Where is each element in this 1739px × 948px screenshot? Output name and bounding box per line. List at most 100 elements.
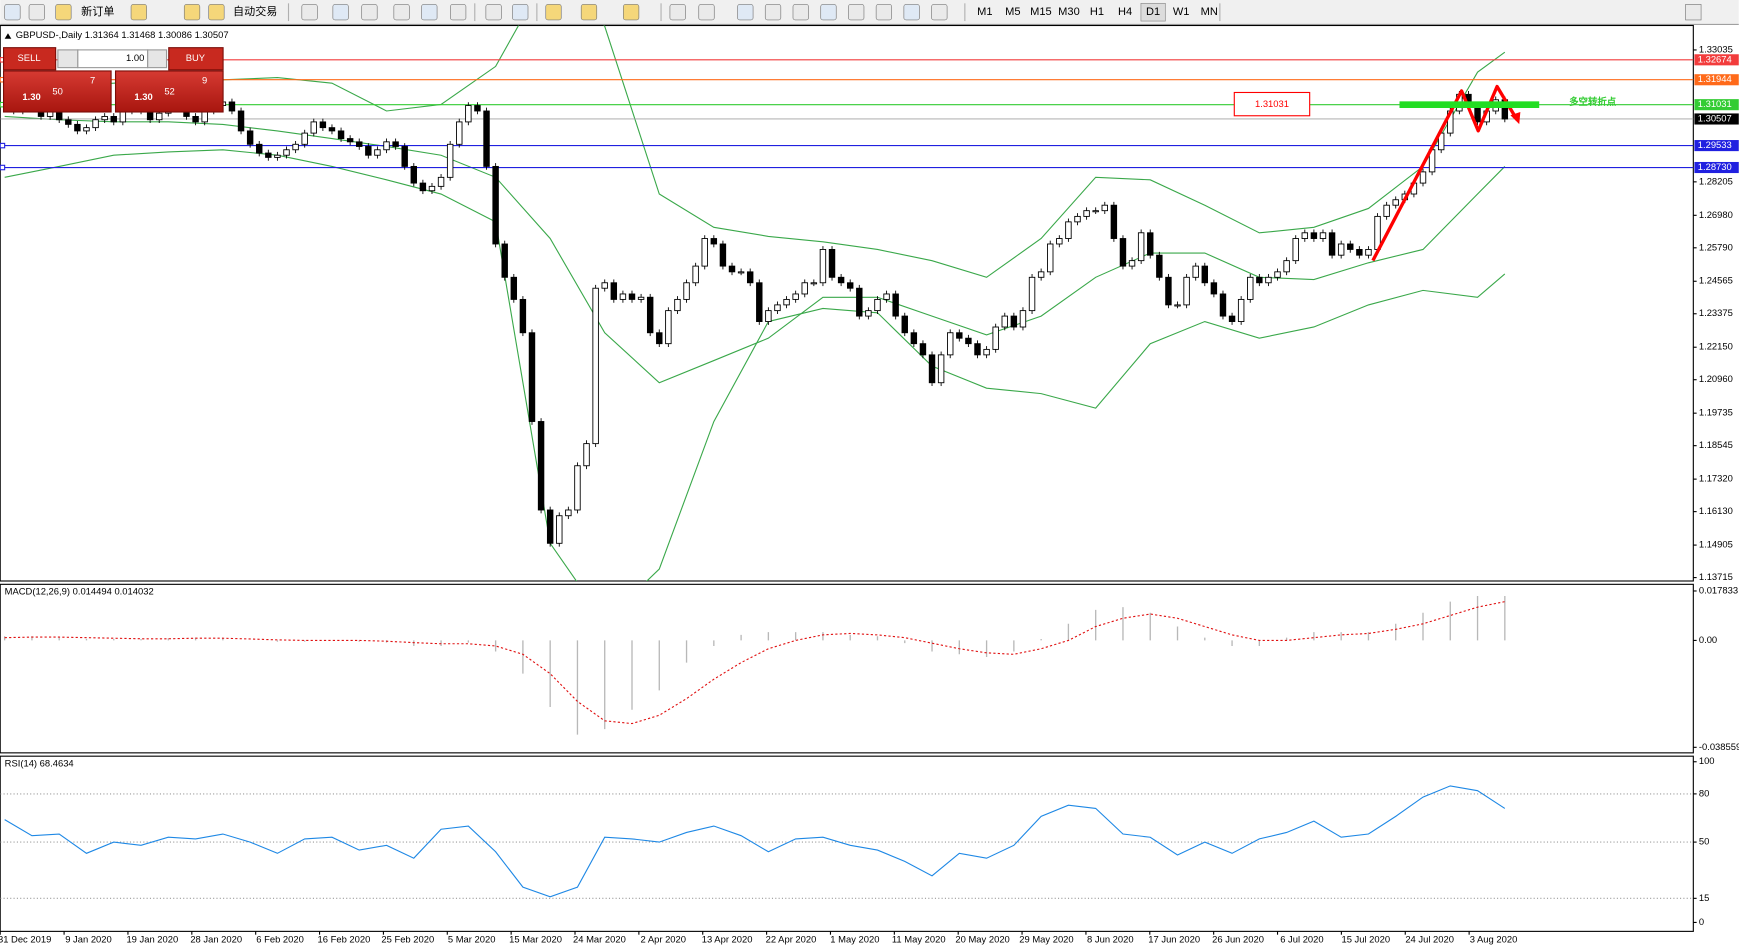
toolbar-button[interactable] <box>580 4 598 21</box>
lot-down[interactable] <box>57 49 79 69</box>
annotation-price: 1.31031 <box>1255 98 1289 109</box>
timeframe-button[interactable]: D1 <box>1146 6 1160 18</box>
candle <box>865 310 872 317</box>
candle <box>610 282 618 300</box>
candle <box>637 296 645 300</box>
x-tick-label: 28 Jan 2020 <box>190 934 242 945</box>
sell-button[interactable] <box>2 47 57 71</box>
toolbar-button[interactable] <box>698 4 715 21</box>
candle <box>765 310 772 322</box>
price-button[interactable] <box>2 70 112 113</box>
toolbar-button[interactable] <box>512 4 529 21</box>
toolbar-button[interactable] <box>421 4 438 21</box>
timeframe-button[interactable]: M1 <box>977 6 992 18</box>
new-order-button[interactable]: 新订单 <box>81 4 114 18</box>
overlay: 1.31031 多空转折点 SELL 1.00 BUY 1.30 50 7 1.30 52 9 <box>2 47 1617 117</box>
x-tick-label: 6 Jul 2020 <box>1280 934 1323 945</box>
candle <box>410 165 418 184</box>
candle <box>1383 204 1390 217</box>
price-button[interactable] <box>114 70 224 113</box>
toolbar-button[interactable] <box>28 4 45 21</box>
candle <box>983 348 990 356</box>
candle <box>1110 204 1118 239</box>
candle <box>1019 310 1027 328</box>
x-tick-label: 16 Feb 2020 <box>318 934 371 945</box>
candle <box>601 282 608 289</box>
timeframe-button[interactable]: W1 <box>1173 6 1190 18</box>
timeframe-button[interactable]: H1 <box>1090 6 1104 18</box>
toolbar-button[interactable] <box>931 4 948 21</box>
timeframe-button[interactable]: MN <box>1201 6 1218 18</box>
toolbar-button[interactable] <box>820 4 837 21</box>
candle <box>274 154 281 158</box>
timeframe-button[interactable]: M5 <box>1005 6 1020 18</box>
candle <box>492 165 499 245</box>
toolbar-button[interactable] <box>623 4 640 21</box>
candle <box>392 141 399 147</box>
window-button[interactable] <box>1685 4 1702 21</box>
chart-info: GBPUSD-,Daily 1.31364 1.31468 1.30086 1.… <box>16 29 229 40</box>
candle <box>565 509 572 517</box>
x-tick-label: 19 Jan 2020 <box>126 934 178 945</box>
y-tick-label: 80 <box>1699 787 1709 798</box>
y-tick-label: 1.19735 <box>1699 407 1733 418</box>
toolbar-button[interactable] <box>545 4 562 21</box>
y-tick-label: 0.017833 <box>1699 584 1738 595</box>
macd-signal <box>4 601 1505 725</box>
toolbar-button[interactable] <box>332 4 349 21</box>
toolbar-button[interactable] <box>875 4 893 21</box>
timeframe-button[interactable]: M30 <box>1058 6 1080 18</box>
candle <box>246 130 254 145</box>
x-tick-label: 15 Mar 2020 <box>509 934 562 945</box>
candle <box>501 243 508 278</box>
toolbar-button[interactable] <box>208 4 225 21</box>
buy-button[interactable] <box>168 47 224 71</box>
candle <box>619 293 627 300</box>
y-tick-label: 1.20960 <box>1699 373 1733 384</box>
toolbar-button[interactable] <box>764 4 782 21</box>
x-tick-label: 20 May 2020 <box>955 934 1009 945</box>
x-tick-label: 1 May 2020 <box>830 934 879 945</box>
candle <box>1356 249 1363 256</box>
toolbar-button[interactable] <box>903 4 920 21</box>
toolbar-button[interactable] <box>130 4 147 21</box>
auto-trading-button[interactable]: 自动交易 <box>233 4 277 18</box>
toolbar-button[interactable] <box>301 4 318 21</box>
candle <box>656 332 663 345</box>
y-tick-label: 15 <box>1699 892 1709 903</box>
candle <box>337 130 345 140</box>
candle <box>792 293 799 300</box>
toolbar-button[interactable] <box>4 4 21 21</box>
toolbar-button[interactable] <box>848 4 865 21</box>
candle <box>365 146 372 156</box>
y-tick-label: 100 <box>1699 755 1715 766</box>
rsi-line <box>4 785 1506 898</box>
toolbar-button[interactable] <box>393 4 410 21</box>
toolbar-button[interactable] <box>485 4 502 21</box>
candle <box>746 271 754 284</box>
toolbar-button[interactable] <box>450 4 467 21</box>
candle <box>374 149 381 156</box>
candle <box>1065 221 1072 239</box>
arrow-head <box>1510 111 1521 125</box>
lot-up[interactable] <box>147 49 168 69</box>
axes: GBPUSD-,Daily 1.31364 1.31468 1.30086 1.… <box>0 29 1739 945</box>
candle <box>528 332 536 422</box>
toolbar-button[interactable] <box>361 4 378 21</box>
candle <box>1074 215 1081 223</box>
toolbar-button[interactable] <box>669 4 686 21</box>
toolbar-button[interactable] <box>183 4 201 21</box>
candle <box>974 343 981 356</box>
y-tick-label: 1.23375 <box>1699 307 1733 318</box>
timeframe-button[interactable]: M15 <box>1030 6 1052 18</box>
toolbar-button[interactable] <box>737 4 754 21</box>
candle <box>965 337 972 345</box>
candle <box>801 282 808 295</box>
toolbar-button[interactable] <box>55 4 72 21</box>
candle <box>546 509 554 544</box>
candle <box>474 105 481 112</box>
timeframe-button[interactable]: H4 <box>1118 6 1132 18</box>
toolbar-button[interactable] <box>792 4 809 21</box>
candle <box>1237 298 1245 322</box>
bollinger-upper <box>4 25 1506 278</box>
